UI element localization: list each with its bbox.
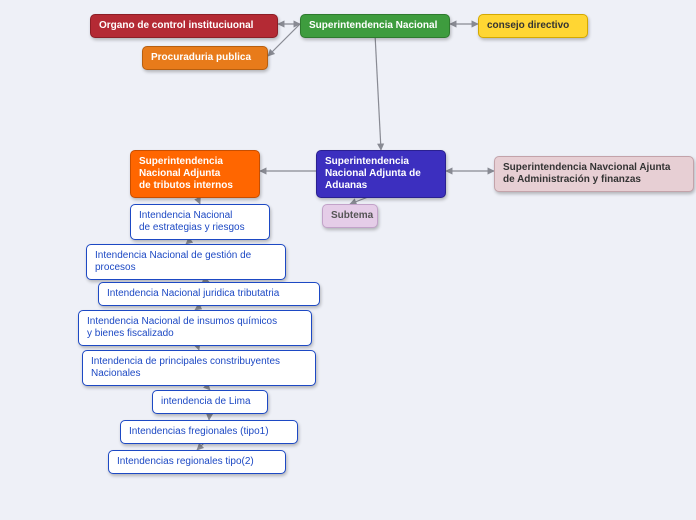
edge: [375, 34, 381, 150]
node-n2[interactable]: Intendencia Nacional de gestión de proce…: [86, 244, 286, 280]
diagram-canvas: Superintendencia Nacional Organo de contr…: [0, 0, 696, 520]
node-n_subtema[interactable]: Subtema: [322, 204, 378, 228]
node-n_proc[interactable]: Procuraduria publica: [142, 46, 268, 70]
node-n3[interactable]: Intendencia Nacional juridica tributatri…: [98, 282, 320, 306]
node-n7[interactable]: Intendencias fregionales (tipo1): [120, 420, 298, 444]
node-n5[interactable]: Intendencia de principales constribuyent…: [82, 350, 316, 386]
node-n_consejo[interactable]: consejo directivo: [478, 14, 588, 38]
node-n_admin[interactable]: Superintendencia Navcional Ajunta de Adm…: [494, 156, 694, 192]
node-n_aduanas[interactable]: Superintendencia Nacional Adjunta de Adu…: [316, 150, 446, 198]
node-n6[interactable]: intendencia de Lima: [152, 390, 268, 414]
node-n_root[interactable]: Superintendencia Nacional: [300, 14, 450, 38]
node-n1[interactable]: Intendencia Nacional de estrategias y ri…: [130, 204, 270, 240]
node-n_organo[interactable]: Organo de control instituciuonal: [90, 14, 278, 38]
node-n4[interactable]: Intendencia Nacional de insumos químicos…: [78, 310, 312, 346]
node-n_tributos[interactable]: Superintendencia Nacional Adjunta de tri…: [130, 150, 260, 198]
node-n8[interactable]: Intendencias regionales tipo(2): [108, 450, 286, 474]
